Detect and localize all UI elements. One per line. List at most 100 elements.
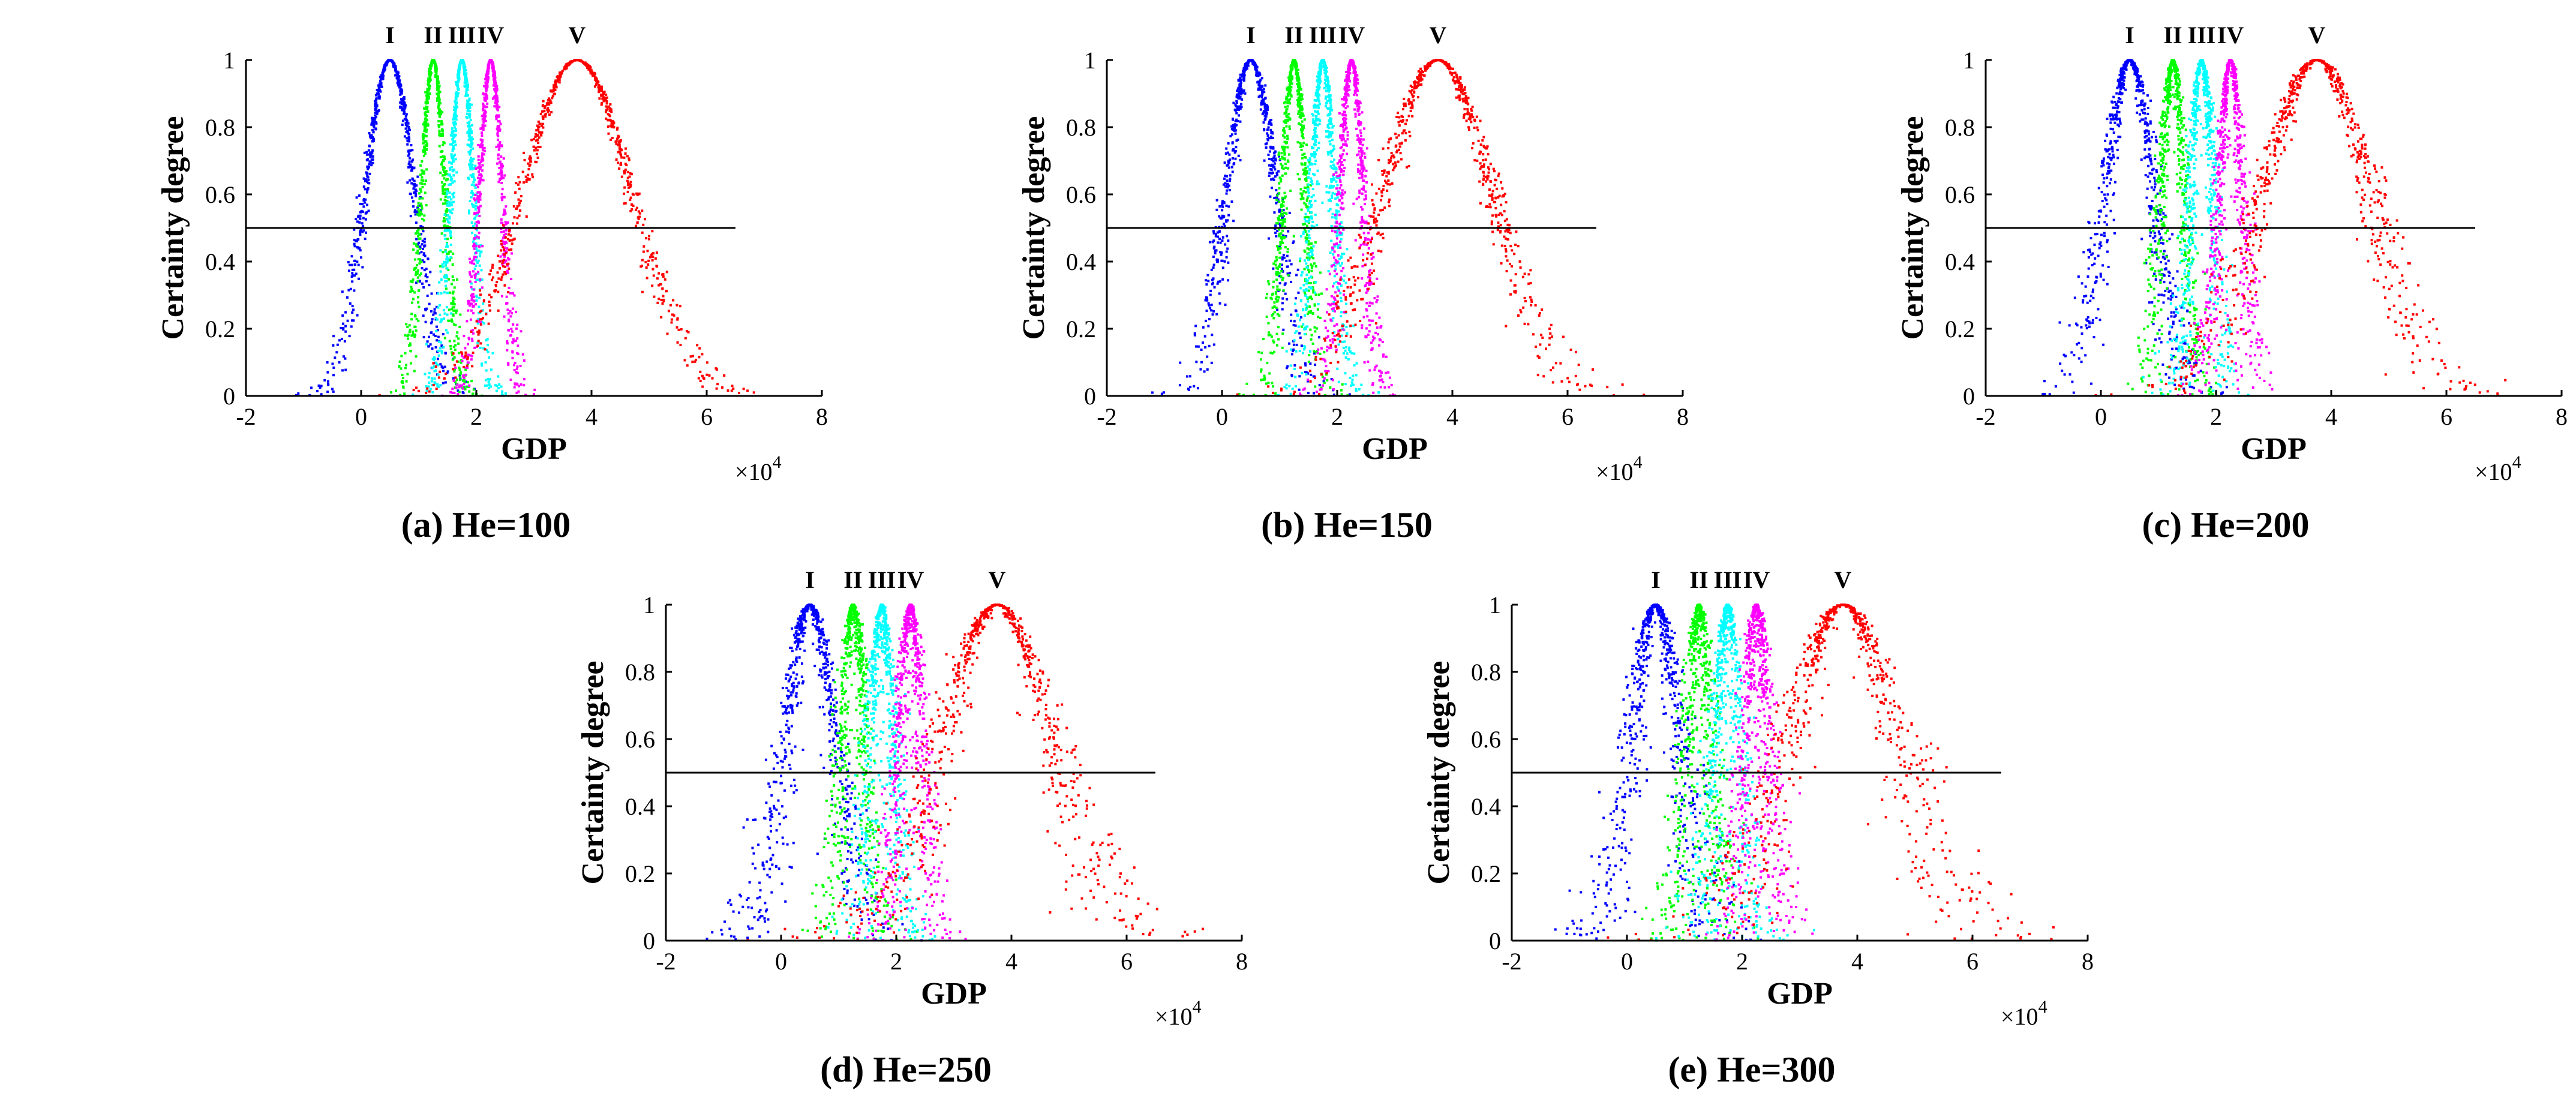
data-point bbox=[500, 163, 503, 166]
data-point bbox=[431, 59, 434, 62]
data-point bbox=[1226, 189, 1229, 192]
data-point bbox=[458, 367, 461, 370]
data-point bbox=[1278, 314, 1281, 317]
data-point bbox=[430, 380, 433, 383]
data-point bbox=[452, 290, 455, 293]
data-point bbox=[491, 65, 494, 68]
data-point bbox=[414, 213, 417, 216]
data-point bbox=[411, 281, 414, 284]
data-point bbox=[502, 224, 505, 227]
data-point bbox=[516, 383, 519, 386]
data-point bbox=[437, 124, 440, 127]
data-point bbox=[440, 350, 443, 353]
data-point bbox=[418, 248, 421, 251]
data-point bbox=[574, 59, 577, 62]
data-point bbox=[468, 299, 471, 302]
data-point bbox=[1276, 229, 1279, 232]
data-point bbox=[482, 128, 485, 131]
data-point bbox=[580, 59, 583, 62]
data-point bbox=[484, 124, 487, 127]
data-point bbox=[427, 82, 430, 85]
data-point bbox=[1272, 267, 1275, 270]
data-point bbox=[645, 237, 648, 240]
data-point bbox=[419, 259, 422, 262]
data-point bbox=[1302, 124, 1305, 127]
data-point bbox=[715, 368, 718, 371]
data-point bbox=[1215, 199, 1218, 202]
data-point bbox=[458, 391, 461, 394]
data-point bbox=[443, 158, 446, 161]
data-point bbox=[1207, 325, 1210, 328]
data-point bbox=[635, 206, 638, 209]
data-point bbox=[475, 247, 478, 250]
data-point bbox=[460, 351, 463, 354]
data-point bbox=[1271, 163, 1274, 166]
data-point bbox=[550, 101, 553, 104]
data-point bbox=[503, 265, 506, 268]
data-point bbox=[1301, 112, 1304, 115]
data-point bbox=[481, 320, 484, 323]
data-point bbox=[478, 182, 481, 185]
data-point bbox=[446, 292, 449, 295]
data-point bbox=[464, 85, 467, 88]
data-point bbox=[410, 318, 413, 321]
data-point bbox=[455, 386, 458, 389]
data-point bbox=[449, 232, 452, 235]
data-point bbox=[394, 70, 397, 73]
data-point bbox=[346, 319, 349, 322]
data-point bbox=[1255, 74, 1258, 77]
data-point bbox=[482, 106, 485, 109]
data-point bbox=[1267, 280, 1270, 283]
data-point bbox=[496, 128, 499, 131]
data-point bbox=[417, 232, 420, 235]
data-point bbox=[470, 139, 473, 142]
data-point bbox=[473, 217, 476, 220]
data-point bbox=[561, 70, 564, 73]
data-point bbox=[415, 221, 418, 224]
data-point bbox=[1330, 154, 1333, 157]
data-point bbox=[466, 143, 469, 146]
data-point bbox=[491, 276, 494, 279]
data-point bbox=[1283, 220, 1286, 223]
data-point bbox=[644, 260, 647, 263]
data-point bbox=[1218, 205, 1221, 208]
data-point bbox=[409, 215, 412, 218]
data-point bbox=[509, 234, 512, 237]
data-point bbox=[451, 149, 454, 152]
data-point bbox=[1277, 198, 1280, 201]
data-point bbox=[446, 313, 449, 316]
data-point bbox=[1280, 235, 1283, 238]
data-point bbox=[605, 96, 608, 99]
data-point bbox=[613, 126, 616, 129]
data-point bbox=[1266, 137, 1269, 140]
data-point bbox=[407, 122, 410, 125]
data-point bbox=[1277, 299, 1280, 302]
data-point bbox=[363, 151, 366, 154]
data-point bbox=[651, 259, 654, 262]
data-point bbox=[1260, 370, 1263, 373]
data-point bbox=[1212, 232, 1215, 235]
data-point bbox=[434, 318, 437, 321]
data-point bbox=[452, 154, 455, 157]
data-point bbox=[426, 275, 429, 278]
data-point bbox=[421, 282, 424, 285]
data-point bbox=[438, 113, 441, 116]
data-point bbox=[542, 126, 545, 129]
data-point bbox=[452, 122, 455, 125]
data-point bbox=[498, 106, 501, 109]
data-point bbox=[1274, 168, 1277, 171]
data-point bbox=[424, 275, 427, 278]
data-point bbox=[447, 252, 450, 255]
data-point bbox=[1317, 293, 1320, 296]
data-point bbox=[456, 84, 459, 87]
data-point bbox=[485, 339, 488, 342]
data-point bbox=[497, 309, 500, 312]
data-point bbox=[420, 260, 423, 263]
data-point bbox=[1265, 104, 1268, 107]
data-point bbox=[1335, 180, 1338, 183]
data-point bbox=[627, 182, 630, 185]
data-point bbox=[1286, 146, 1289, 149]
data-point bbox=[467, 151, 470, 154]
data-point bbox=[472, 392, 475, 395]
data-point bbox=[1301, 125, 1304, 128]
